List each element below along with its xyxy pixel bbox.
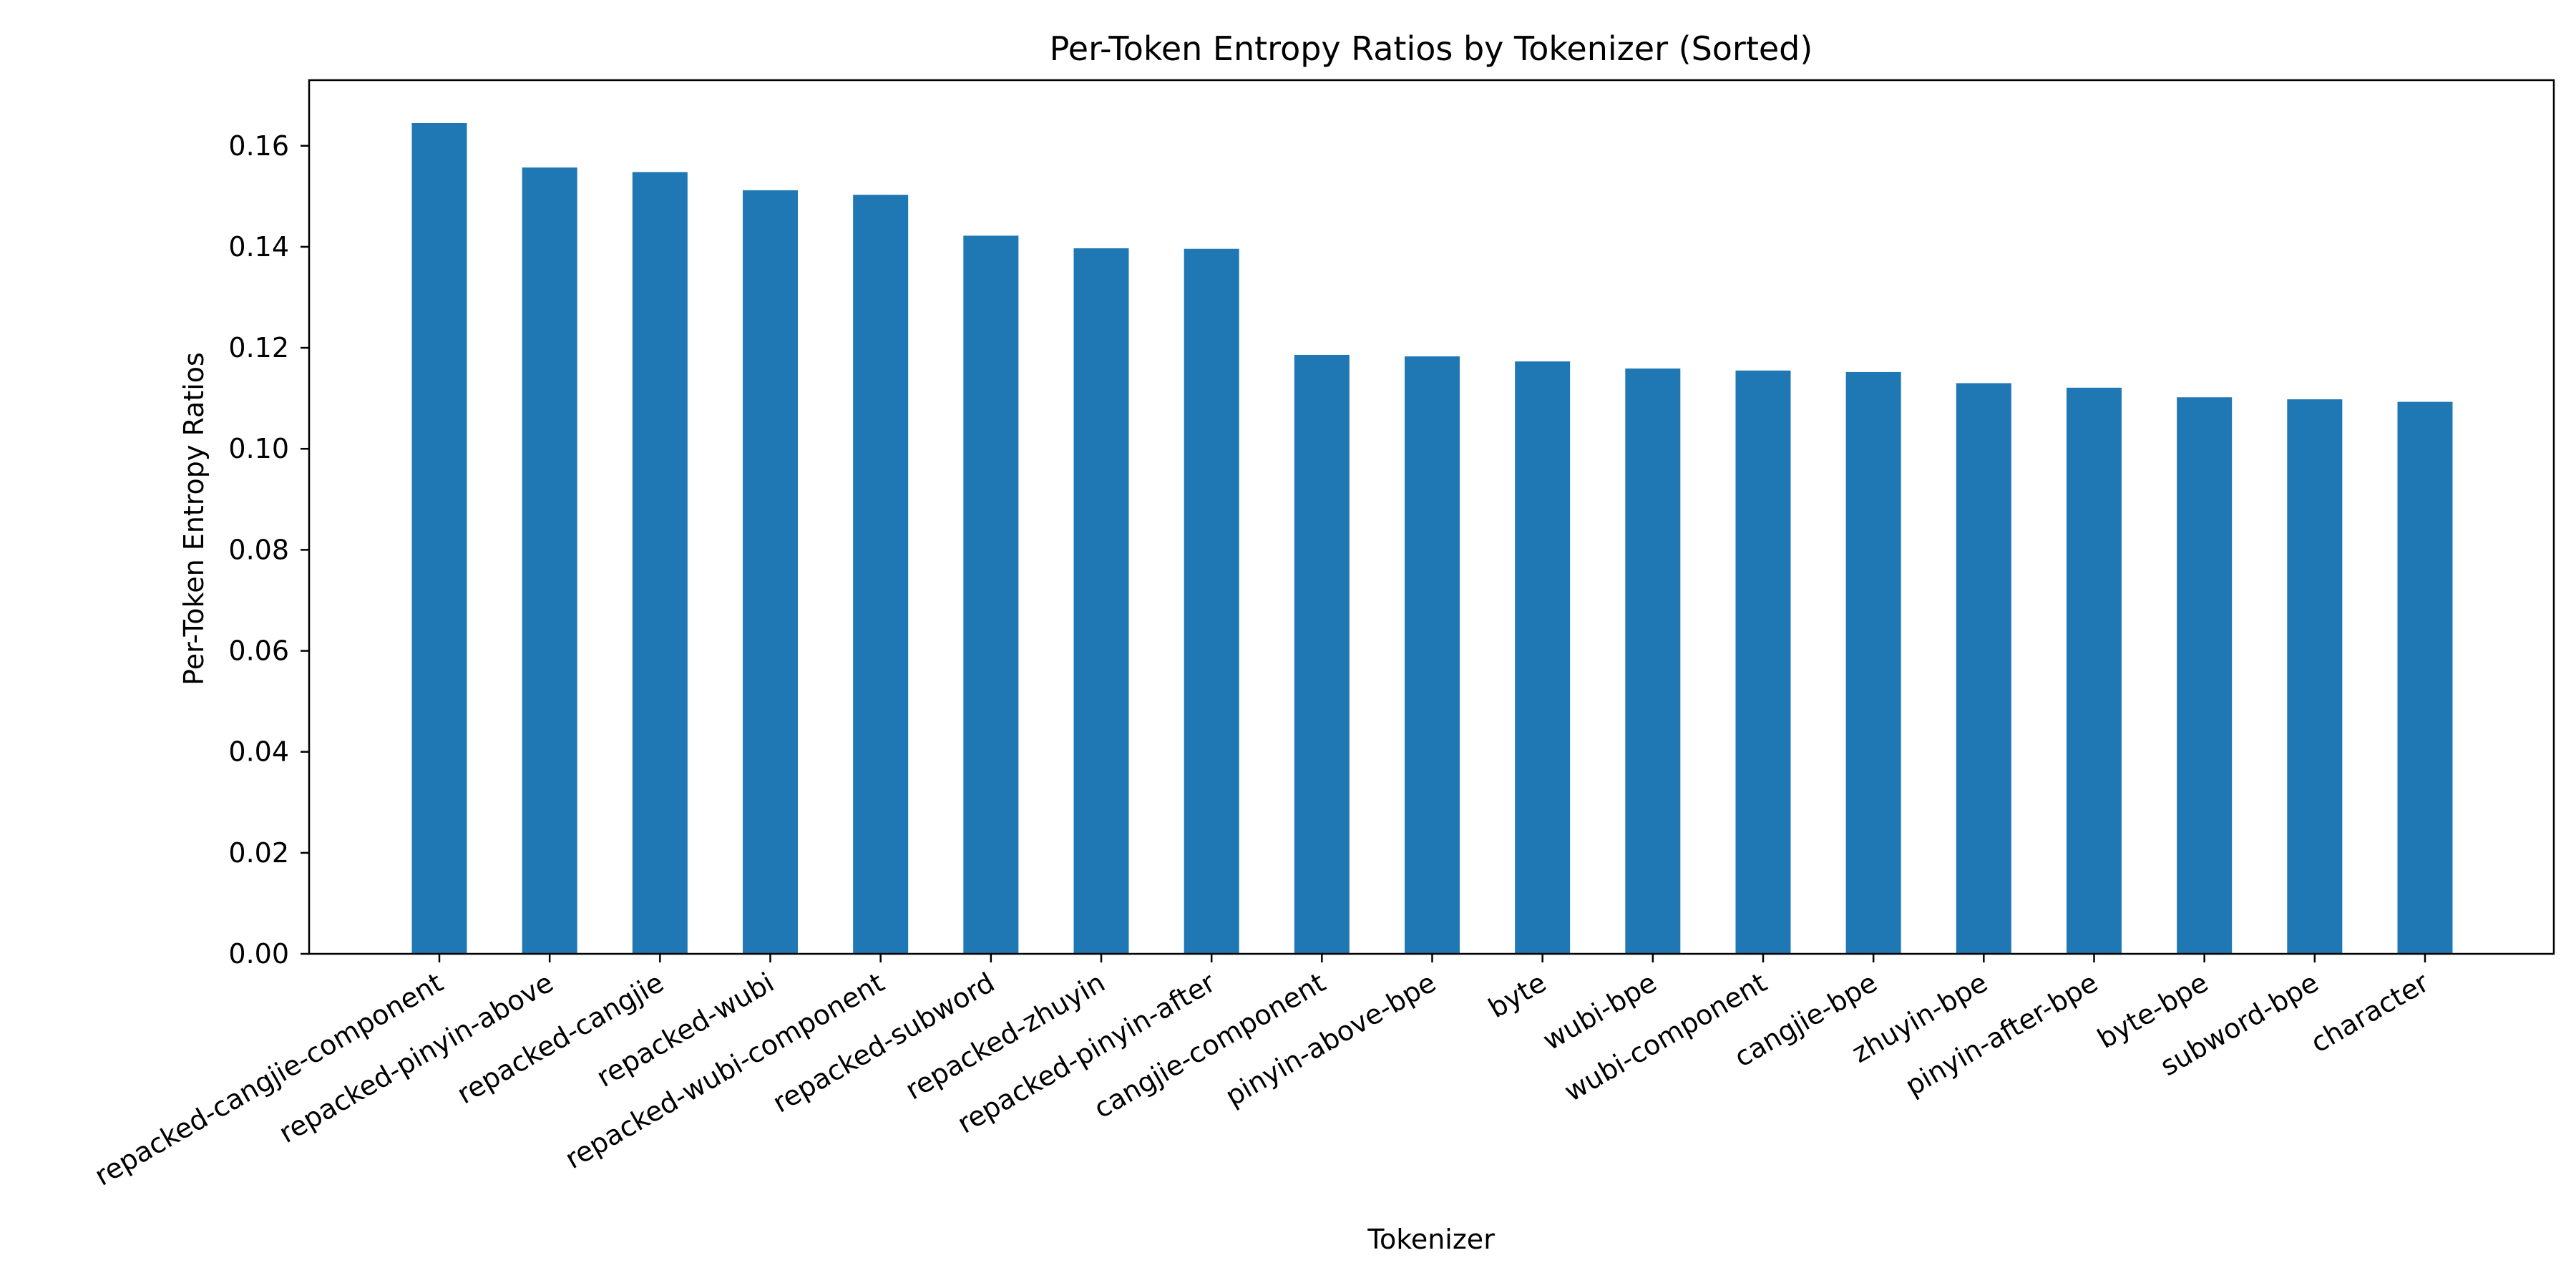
x-tick-label: pinyin-after-bpe xyxy=(1900,967,2103,1102)
bar-repacked-wubi-component xyxy=(853,195,909,955)
y-tick-label: 0.10 xyxy=(228,433,289,464)
bars-group xyxy=(411,122,2453,955)
y-tick-label: 0.08 xyxy=(228,534,289,565)
y-tick-label: 0.04 xyxy=(228,736,289,768)
bar-cangjie-bpe xyxy=(1845,371,1901,954)
y-tick-label: 0.02 xyxy=(228,837,289,869)
x-tick-label: character xyxy=(2306,967,2434,1059)
y-tick-label: 0.14 xyxy=(228,231,289,263)
x-axis-ticks: repacked-cangjie-componentrepacked-pinyi… xyxy=(89,954,2434,1192)
bar-zhuyin-bpe xyxy=(1956,383,2011,954)
bar-cangjie-component xyxy=(1294,354,1350,954)
chart-title: Per-Token Entropy Ratios by Tokenizer (S… xyxy=(1050,29,1813,68)
bar-repacked-wubi xyxy=(743,190,798,954)
y-tick-label: 0.12 xyxy=(228,332,289,364)
x-tick-label: pinyin-above-bpe xyxy=(1220,967,1441,1113)
bar-character xyxy=(2397,401,2453,954)
plot-area-frame xyxy=(308,79,2555,955)
x-tick-label: repacked-cangjie xyxy=(452,967,669,1111)
y-tick-label: 0.16 xyxy=(228,130,289,162)
bar-repacked-pinyin-above xyxy=(522,167,577,955)
bar-repacked-cangjie-component xyxy=(411,122,467,955)
y-tick-label: 0.06 xyxy=(228,635,289,667)
y-tick-label: 0.00 xyxy=(228,938,289,970)
y-axis-ticks: 0.00 0.02 0.04 0.06 0.08 0.10 0.12 0.14 0.16 xyxy=(228,130,309,970)
bar-repacked-pinyin-after xyxy=(1184,248,1239,955)
x-tick-label: byte xyxy=(1483,967,1552,1025)
bar-repacked-subword xyxy=(963,235,1019,954)
bar-byte xyxy=(1515,361,1571,954)
bar-repacked-zhuyin xyxy=(1073,248,1129,954)
bar-repacked-cangjie xyxy=(632,172,688,955)
y-axis-label: Per-Token Entropy Ratios xyxy=(178,352,210,686)
bar-pinyin-above-bpe xyxy=(1405,356,1460,954)
bar-wubi-bpe xyxy=(1625,369,1681,954)
x-tick-label: wubi-component xyxy=(1559,967,1772,1108)
bar-subword-bpe xyxy=(2287,399,2343,954)
bar-wubi-component xyxy=(1735,370,1791,954)
bar-pinyin-after-bpe xyxy=(2067,387,2122,954)
x-axis-label: Tokenizer xyxy=(1367,1224,1495,1255)
bar-byte-bpe xyxy=(2177,397,2233,954)
